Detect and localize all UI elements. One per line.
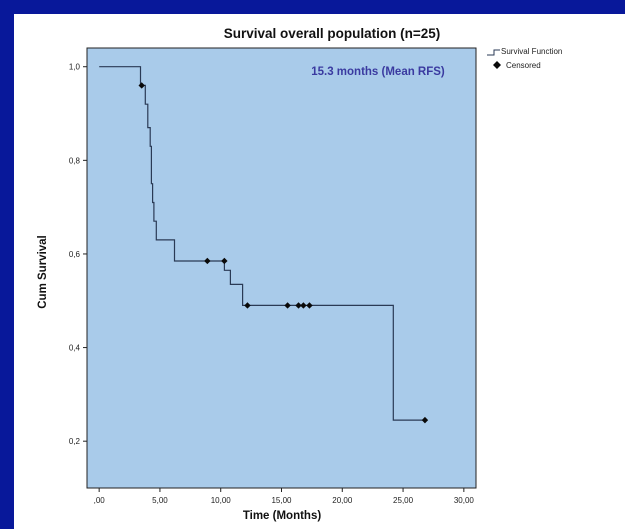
x-tick-label: 5,00 <box>152 496 168 505</box>
x-tick-label: 20,00 <box>332 496 353 505</box>
censored-marker <box>300 302 307 309</box>
x-tick-label: 10,00 <box>211 496 232 505</box>
y-tick-label: 1,0 <box>69 63 81 72</box>
censored-marker <box>284 302 291 309</box>
km-survival-chart: Survival overall population (n=25) 0,20,… <box>37 26 562 522</box>
mean-rfs-annotation: 15.3 months (Mean RFS) <box>311 66 445 78</box>
y-tick-label: 0,6 <box>69 250 81 259</box>
legend-survival-line-icon <box>487 49 500 56</box>
plot-area <box>86 47 477 489</box>
y-axis: 0,2 0,4 0,6 0,8 1,0 <box>69 63 87 446</box>
legend-censored: Censored <box>506 61 541 70</box>
x-tick-label: ,00 <box>94 496 106 505</box>
y-tick-label: 0,2 <box>69 437 81 446</box>
legend-survival-function: Survival Function <box>501 47 562 56</box>
x-axis: ,00 5,00 10,00 15,00 20,00 25,00 30,00 <box>94 488 475 505</box>
chart-title: Survival overall population (n=25) <box>224 26 440 41</box>
censored-marker <box>244 302 251 309</box>
x-axis-label: Time (Months) <box>243 510 322 522</box>
censored-marker <box>306 302 313 309</box>
legend: Survival Function Censored <box>487 47 562 70</box>
censored-marker <box>204 257 211 265</box>
x-tick-label: 30,00 <box>454 496 475 505</box>
y-axis-label: Cum Survival <box>37 235 49 309</box>
x-tick-label: 15,00 <box>271 496 292 505</box>
y-tick-label: 0,8 <box>69 156 81 165</box>
x-tick-label: 25,00 <box>393 496 414 505</box>
censored-marker <box>421 416 429 424</box>
censored-marker <box>295 302 302 309</box>
chart-panel: Survival overall population (n=25) 0,2 0,… <box>14 14 625 529</box>
survival-function-line <box>99 66 425 421</box>
censored-marker <box>221 257 228 265</box>
y-tick-label: 0,4 <box>69 344 81 353</box>
legend-censored-icon <box>493 61 501 69</box>
